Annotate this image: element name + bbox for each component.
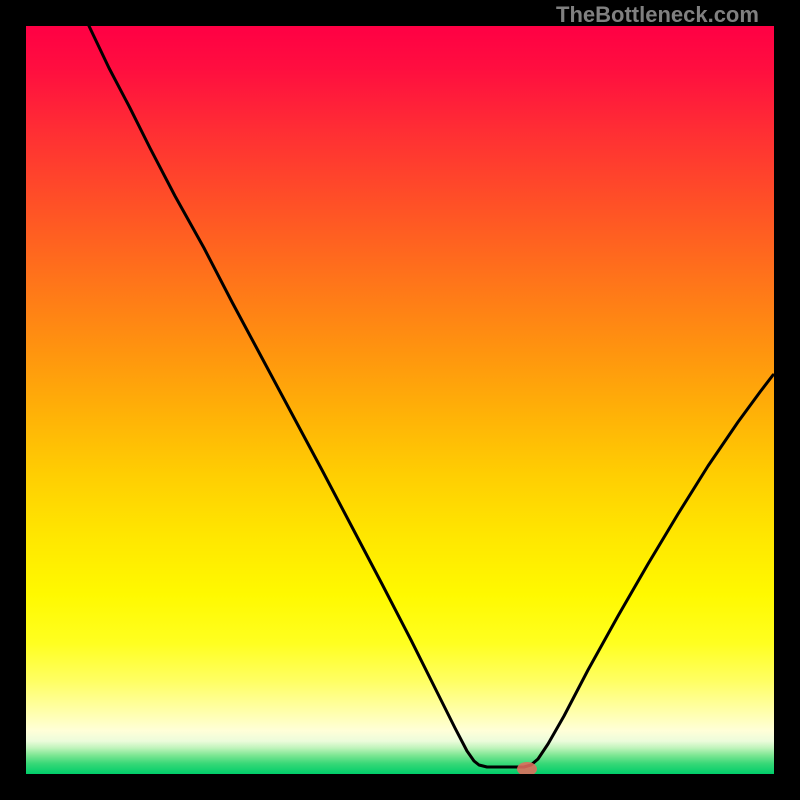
frame-border-left (0, 0, 26, 800)
plot-gradient-background (26, 26, 774, 774)
frame-border-right (774, 0, 800, 800)
frame-border-bottom (0, 774, 800, 800)
bottleneck-chart (0, 0, 800, 800)
watermark-text: TheBottleneck.com (556, 2, 759, 28)
